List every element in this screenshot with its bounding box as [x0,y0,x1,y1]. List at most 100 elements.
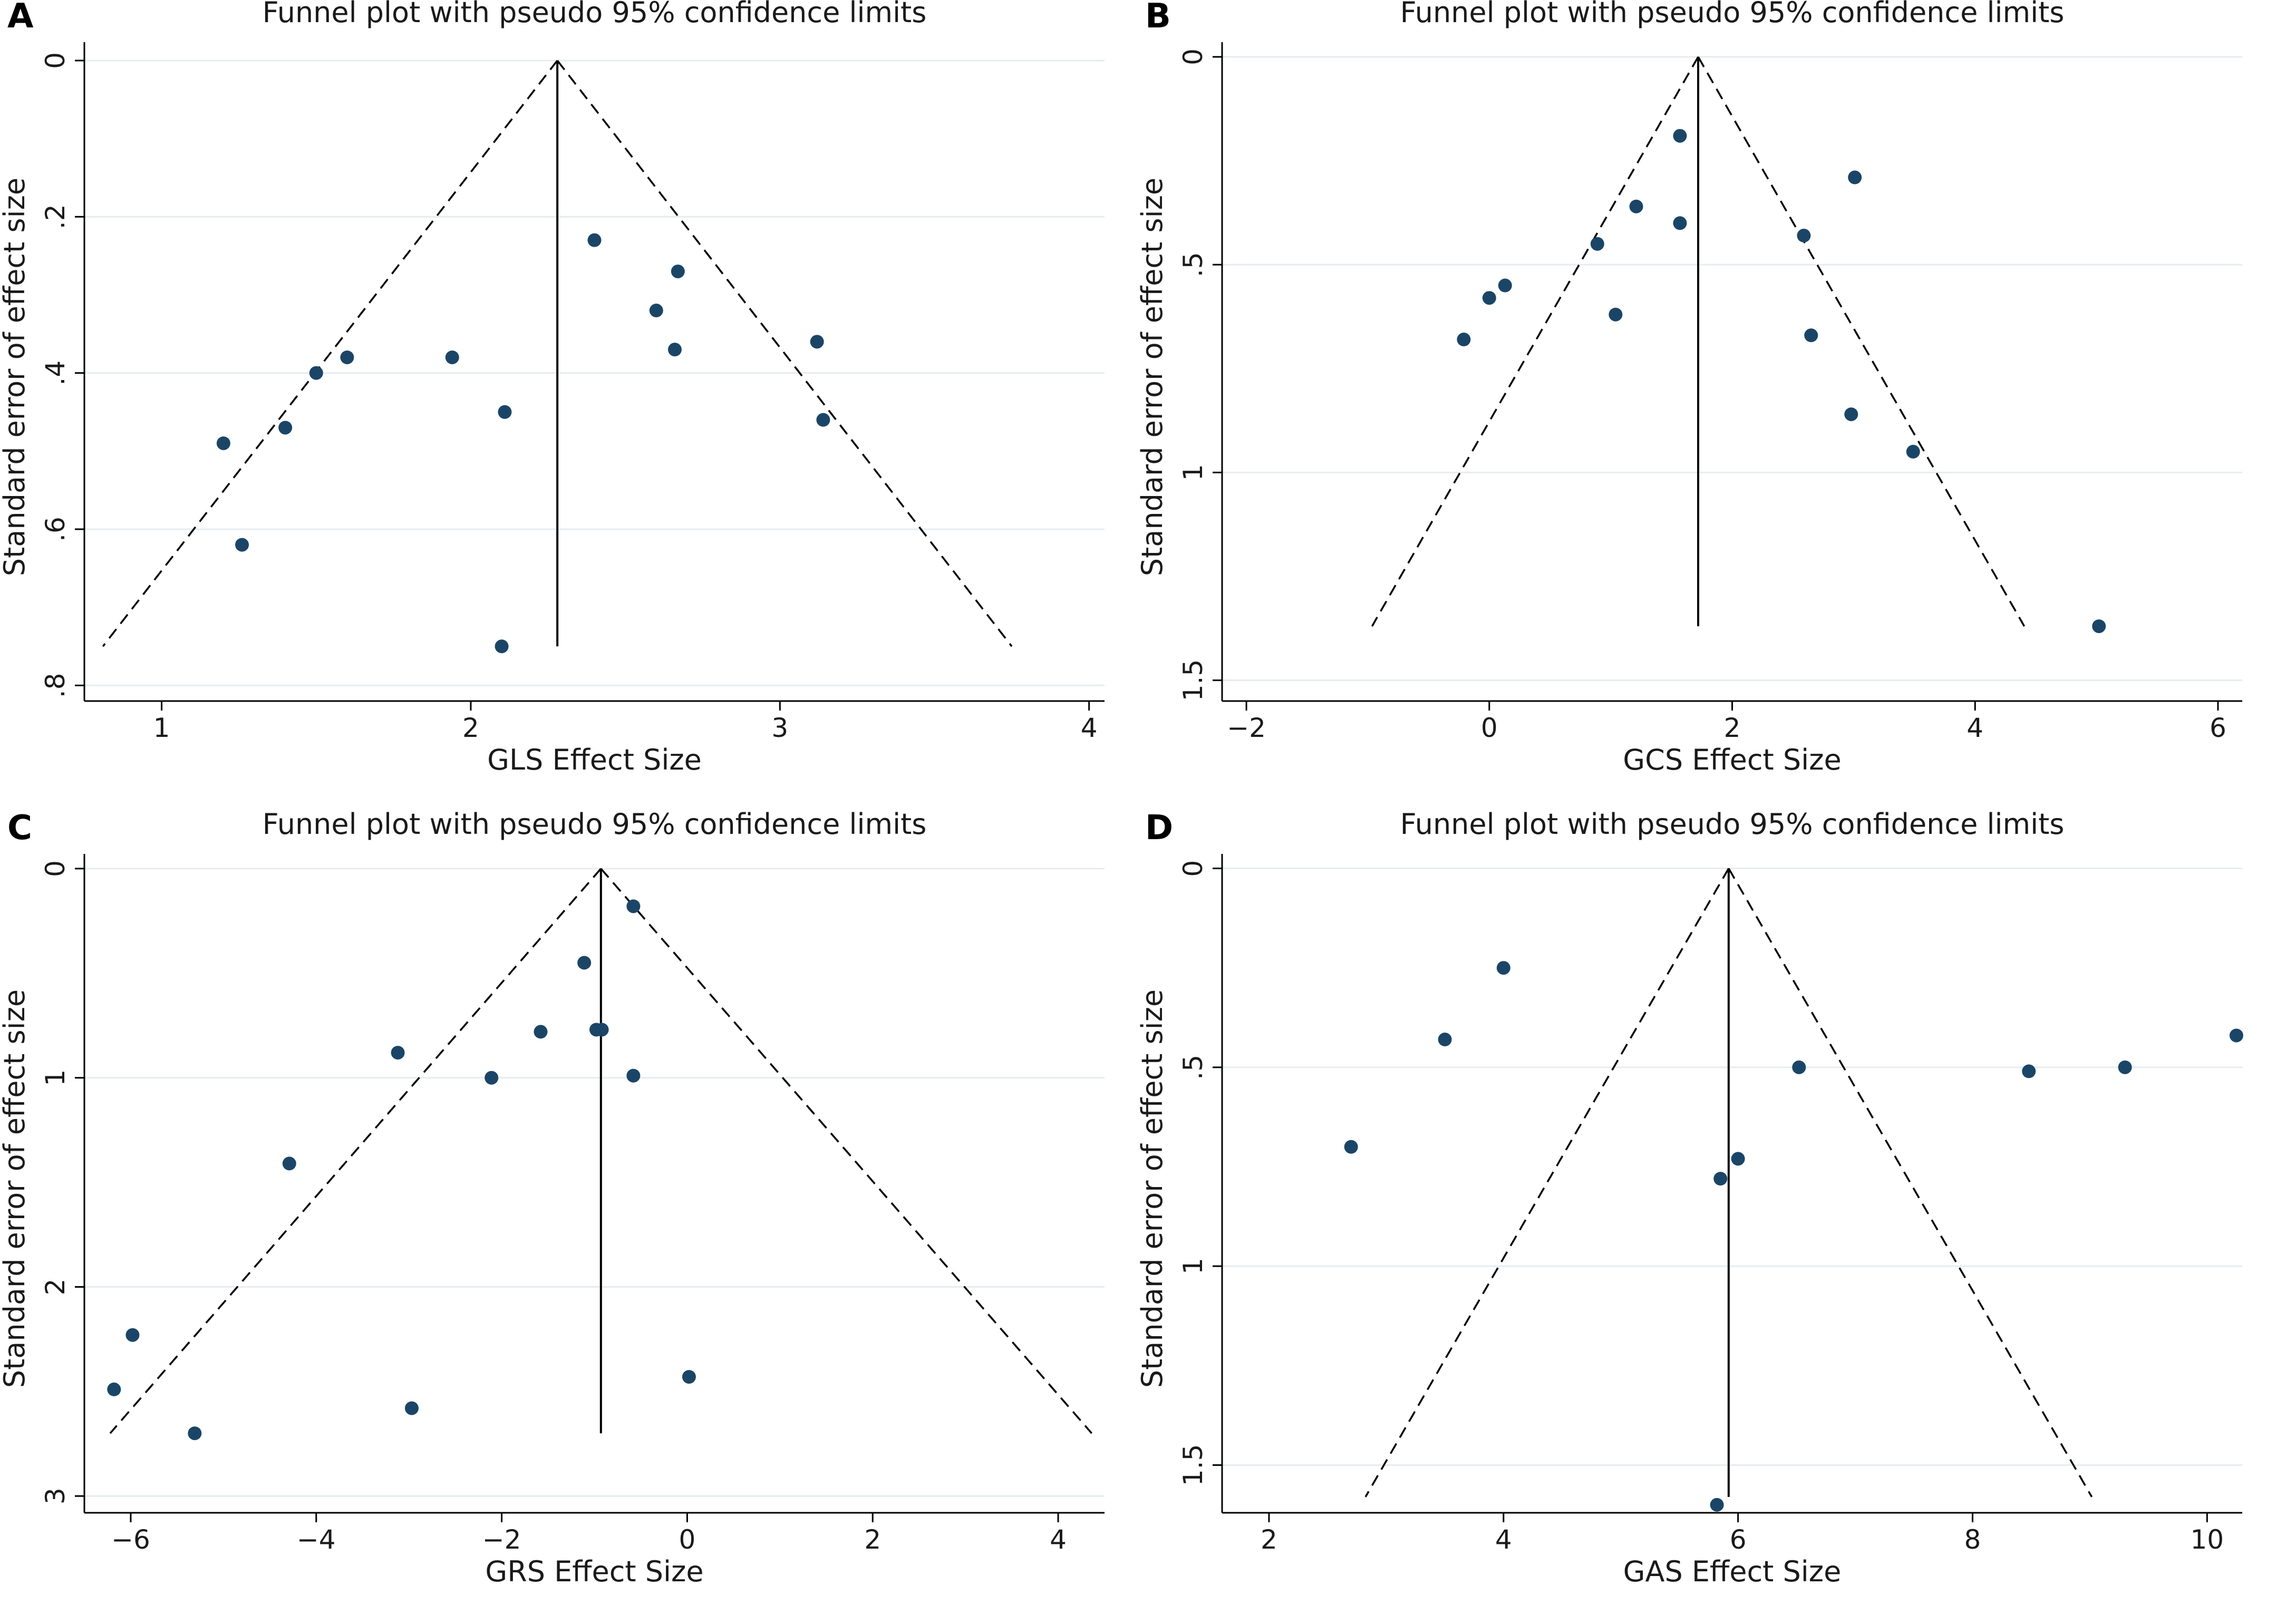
data-point [1673,129,1687,143]
y-axis-label: Standard error of effect size [0,989,31,1388]
data-point [495,639,509,654]
chart-svg: −2 0 2 4 6 0 .5 1 1.5 Funnel plot with pseudo 95%… [1138,0,2242,776]
x-tick-label: 6 [2210,713,2226,743]
x-tick-label: −4 [297,1524,336,1555]
data-point [816,413,830,427]
y-tick-label: .2 [40,204,71,229]
data-point [1590,237,1604,251]
data-point [309,366,323,380]
y-tick-label: .6 [40,517,71,542]
data-point [810,335,824,349]
y-axis-label: Standard error of effect size [0,178,31,576]
panel-b: −2 0 2 4 6 0 .5 1 1.5 Funnel plot with pseudo 95%… [1138,0,2275,812]
ci-right-line [556,60,1013,647]
data-point [1848,170,1862,184]
y-tick-label: 1.5 [1178,659,1208,702]
data-point [1629,199,1643,213]
y-tick-label: .5 [1178,252,1208,277]
data-point [587,233,602,247]
data-point [626,899,641,913]
data-point [235,538,249,552]
data-point [188,1426,202,1441]
data-point [1609,307,1623,322]
data-point [1804,328,1818,343]
data-point [125,1328,140,1342]
data-point [1906,444,1920,459]
data-point [107,1382,121,1396]
x-tick-label: 0 [679,1524,696,1555]
panel-a: 1 2 3 4 0 .2 .4 .6 .8 Funnel plot with pseudo 95%… [0,0,1138,812]
data-point [1498,278,1512,293]
y-axis-label: Standard error of effect size [1138,989,1169,1388]
x-tick-label: 2 [1724,713,1741,743]
x-tick-label: 0 [1481,713,1498,743]
x-tick-label: −6 [111,1524,150,1555]
chart-svg: 2 4 6 8 10 0 .5 1 1.5 Funnel plot with pseudo 95%… [1138,812,2243,1588]
data-point [445,350,459,364]
y-tick-label: 0 [40,860,71,877]
ci-left-line [1364,868,1730,1497]
data-point [1438,1033,1452,1047]
x-axis-label: GCS Effect Size [1623,743,1841,776]
panel-letter: D [1145,809,1174,848]
x-tick-label: 4 [1495,1524,1512,1555]
data-point [1731,1152,1745,1166]
data-point [282,1156,296,1171]
y-tick-label: .5 [1178,1055,1208,1080]
data-point [1482,291,1496,305]
y-tick-label: 0 [1178,860,1208,877]
y-tick-label: 1.5 [1178,1444,1208,1486]
panel-d: 2 4 6 8 10 0 .5 1 1.5 Funnel plot with pseudo 95%… [1138,809,2275,1623]
data-point [2229,1028,2243,1043]
panel-letter: C [7,809,32,848]
x-axis-label: GAS Effect Size [1623,1555,1842,1588]
y-tick-label: .8 [40,673,71,698]
data-point [682,1370,696,1384]
chart-title: Funnel plot with pseudo 95% confidence l… [263,0,927,29]
x-tick-label: 10 [2190,1524,2224,1555]
panel-c: −6 −4 −2 0 2 4 0 1 2 3 Funnel plot with pseudo 95%… [0,809,1138,1623]
x-tick-label: 4 [1050,1524,1067,1555]
y-tick-label: 1 [1178,1258,1208,1275]
x-tick-label: 2 [462,713,479,743]
data-point [278,421,293,435]
x-tick-label: 2 [1261,1524,1277,1555]
data-point [626,1068,641,1083]
x-tick-label: −2 [482,1524,521,1555]
data-point [1496,961,1510,975]
y-tick-label: 3 [40,1487,71,1504]
x-tick-label: 1 [153,713,170,743]
ci-right-line [600,868,1093,1434]
ci-left-line [109,868,602,1434]
y-tick-label: 1 [1178,464,1208,481]
panel-letter: B [1145,0,1171,36]
data-point [1713,1172,1728,1186]
data-point [577,956,592,970]
data-point [1797,228,1811,242]
chart-title: Funnel plot with pseudo 95% confidence l… [1400,812,2065,841]
x-tick-label: 4 [1081,713,1098,743]
ci-right-line [1728,868,2093,1497]
x-tick-label: 3 [771,713,788,743]
data-point [216,436,230,450]
y-tick-label: 2 [40,1279,71,1296]
ci-right-line [1697,56,2026,627]
data-point [671,264,685,278]
x-axis-label: GLS Effect Size [487,743,702,776]
x-tick-label: 2 [864,1524,881,1555]
y-tick-label: 0 [1178,48,1208,65]
chart-title: Funnel plot with pseudo 95% confidence l… [1400,0,2065,29]
data-point [1710,1497,1724,1512]
data-point [2118,1060,2132,1074]
data-point [2092,619,2106,634]
data-point [534,1025,548,1039]
y-tick-label: 0 [40,52,71,69]
panel-letter: A [7,0,34,36]
data-point [485,1071,499,1085]
chart-title: Funnel plot with pseudo 95% confidence l… [263,812,927,841]
data-point [404,1401,419,1415]
y-tick-label: 1 [40,1069,71,1086]
data-point [649,304,663,318]
chart-svg: −6 −4 −2 0 2 4 0 1 2 3 Funnel plot with pseudo 95%… [0,812,1105,1588]
